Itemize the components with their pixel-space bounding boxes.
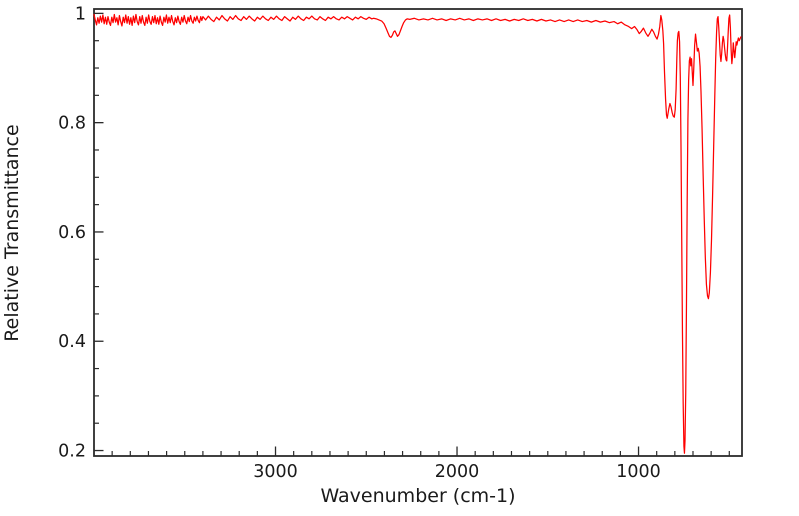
y-axis-label: Relative Transmittance bbox=[1, 124, 23, 341]
x-tick-label: 2000 bbox=[435, 462, 480, 482]
x-tick-label: 3000 bbox=[253, 462, 298, 482]
y-tick-label: 0.2 bbox=[58, 442, 86, 462]
y-tick-label: 0.4 bbox=[58, 332, 86, 352]
plot-frame bbox=[93, 8, 743, 457]
y-tick-label: 0.6 bbox=[58, 223, 86, 243]
axes-group: 3000 2000 1000 1 0.8 0.6 0.4 0.2 bbox=[58, 4, 743, 482]
y-tick-label: 0.8 bbox=[58, 114, 86, 134]
y-tick-label: 1 bbox=[75, 4, 86, 24]
x-tick-label: 1000 bbox=[616, 462, 661, 482]
series-group bbox=[93, 13, 742, 454]
spectrum-line bbox=[93, 13, 742, 454]
x-axis-label: Wavenumber (cm-1) bbox=[320, 485, 515, 507]
